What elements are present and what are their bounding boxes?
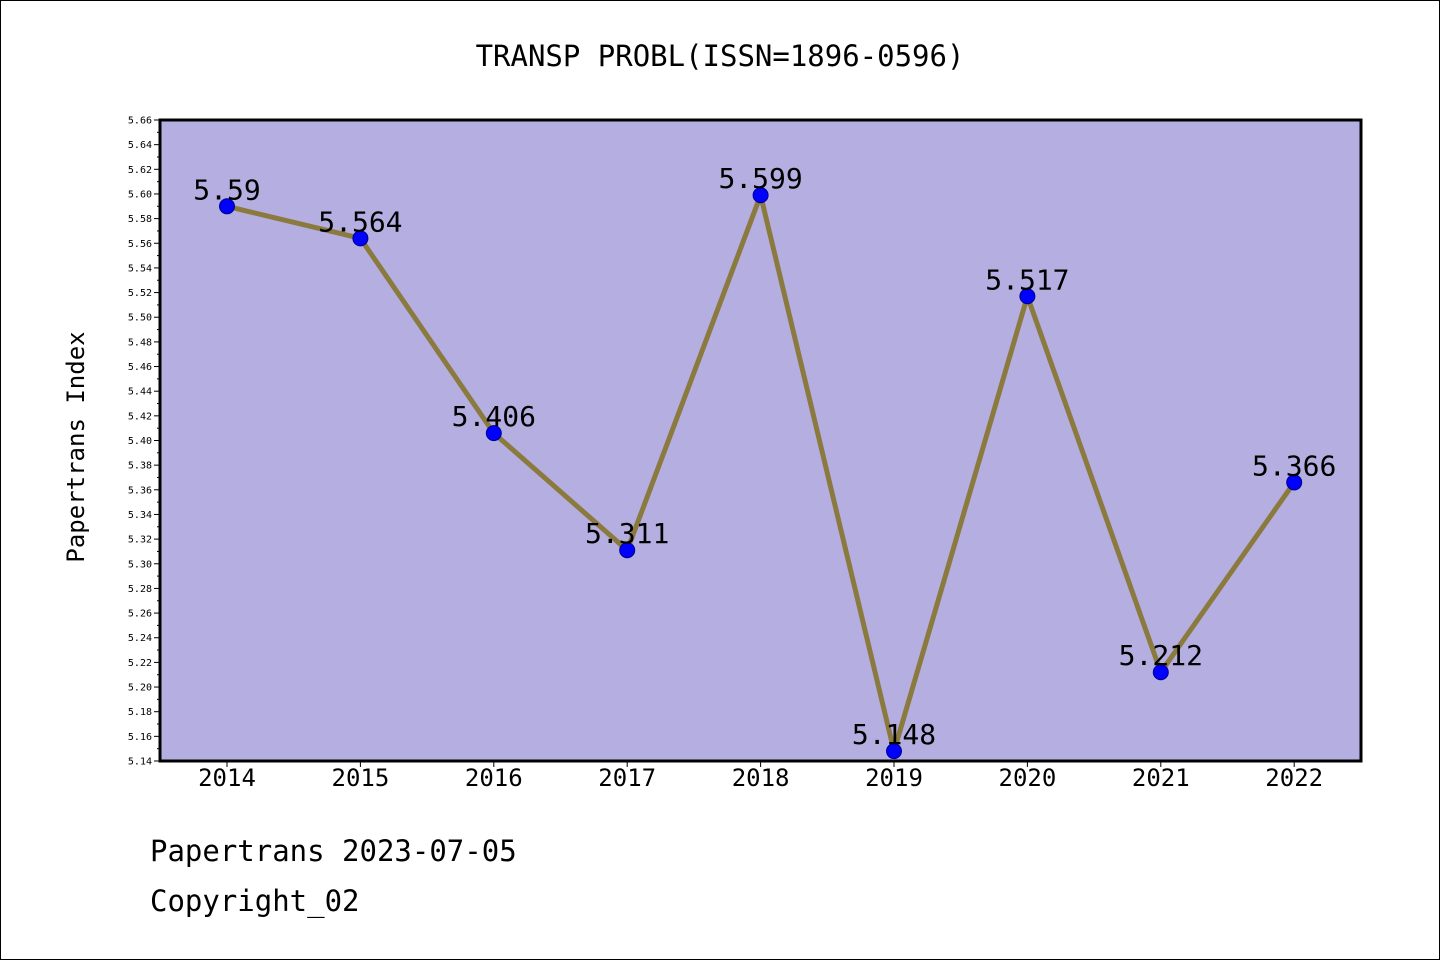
- y-tick-label: 5.62: [128, 165, 152, 176]
- x-tick-label: 2020: [999, 764, 1057, 792]
- data-label: 5.148: [852, 718, 936, 751]
- y-tick-label: 5.18: [128, 707, 152, 718]
- y-tick-label: 5.48: [128, 337, 152, 348]
- data-label: 5.517: [985, 263, 1069, 296]
- data-point: [1286, 474, 1303, 491]
- x-tick-label: 2015: [332, 764, 390, 792]
- y-tick-label: 5.34: [128, 510, 152, 521]
- plot-area: [158, 118, 1363, 763]
- y-tick-label: 5.30: [128, 559, 152, 570]
- y-tick-label: 5.32: [128, 535, 152, 546]
- y-tick-label: 5.64: [128, 140, 152, 151]
- x-tick-label: 2018: [732, 764, 790, 792]
- y-tick-label: 5.60: [128, 189, 152, 200]
- data-point: [1019, 288, 1036, 305]
- y-tick-label: 5.52: [128, 288, 152, 299]
- y-tick-label: 5.36: [128, 485, 152, 496]
- data-point: [485, 425, 502, 442]
- y-tick-label: 5.22: [128, 658, 152, 669]
- y-tick-label: 5.66: [128, 116, 152, 127]
- x-tick-label: 2016: [465, 764, 523, 792]
- data-label: 5.311: [585, 517, 669, 550]
- footer-copyright: Copyright_02: [150, 884, 360, 918]
- y-tick-label: 5.16: [128, 732, 152, 743]
- y-tick-label: 5.28: [128, 584, 152, 595]
- x-tick-label: 2022: [1265, 764, 1323, 792]
- y-tick-label: 5.42: [128, 411, 152, 422]
- y-tick-label: 5.46: [128, 362, 152, 373]
- data-point: [752, 187, 769, 204]
- data-points: [219, 187, 1303, 760]
- x-tick-label: 2017: [598, 764, 656, 792]
- y-tick-label: 5.58: [128, 214, 152, 225]
- data-label: 5.212: [1119, 639, 1203, 672]
- y-axis-label: Papertrans Index: [62, 331, 90, 562]
- x-tick-label: 2021: [1132, 764, 1190, 792]
- y-tick-label: 5.24: [128, 633, 152, 644]
- data-point: [1152, 664, 1169, 681]
- y-axis-ticks: 5.14 5.16 5.18 5.20 5.22 5.24 5.26 5.28 5.30 5.32…: [128, 116, 160, 768]
- data-label: 5.599: [718, 162, 802, 195]
- y-tick-label: 5.44: [128, 387, 152, 398]
- x-axis-ticks: 2014 2015 2016 2017 2018 2019 2020 2021 2022: [198, 761, 1323, 792]
- x-tick-label: 2019: [865, 764, 923, 792]
- data-point: [352, 230, 369, 247]
- chart-title: TRANSP PROBL(ISSN=1896-0596): [476, 39, 965, 73]
- data-labels: 5.59 5.564 5.406 5.311 5.599 5.148 5.517 5.212 5…: [193, 162, 1336, 751]
- data-label: 5.59: [193, 173, 260, 206]
- data-label: 5.406: [452, 400, 536, 433]
- data-label: 5.366: [1252, 449, 1336, 482]
- y-tick-label: 5.26: [128, 609, 152, 620]
- data-point: [619, 542, 636, 559]
- y-tick-label: 5.38: [128, 461, 152, 472]
- data-point: [886, 743, 902, 760]
- y-tick-label: 5.50: [128, 313, 152, 324]
- y-tick-label: 5.54: [128, 263, 152, 274]
- y-tick-label: 5.20: [128, 683, 152, 694]
- data-label: 5.564: [318, 205, 402, 238]
- y-tick-label: 5.40: [128, 436, 152, 447]
- footer-date: Papertrans 2023-07-05: [150, 834, 517, 868]
- x-tick-label: 2014: [198, 764, 256, 792]
- data-point: [219, 198, 235, 215]
- y-tick-label: 5.14: [128, 757, 152, 768]
- y-tick-label: 5.56: [128, 239, 152, 250]
